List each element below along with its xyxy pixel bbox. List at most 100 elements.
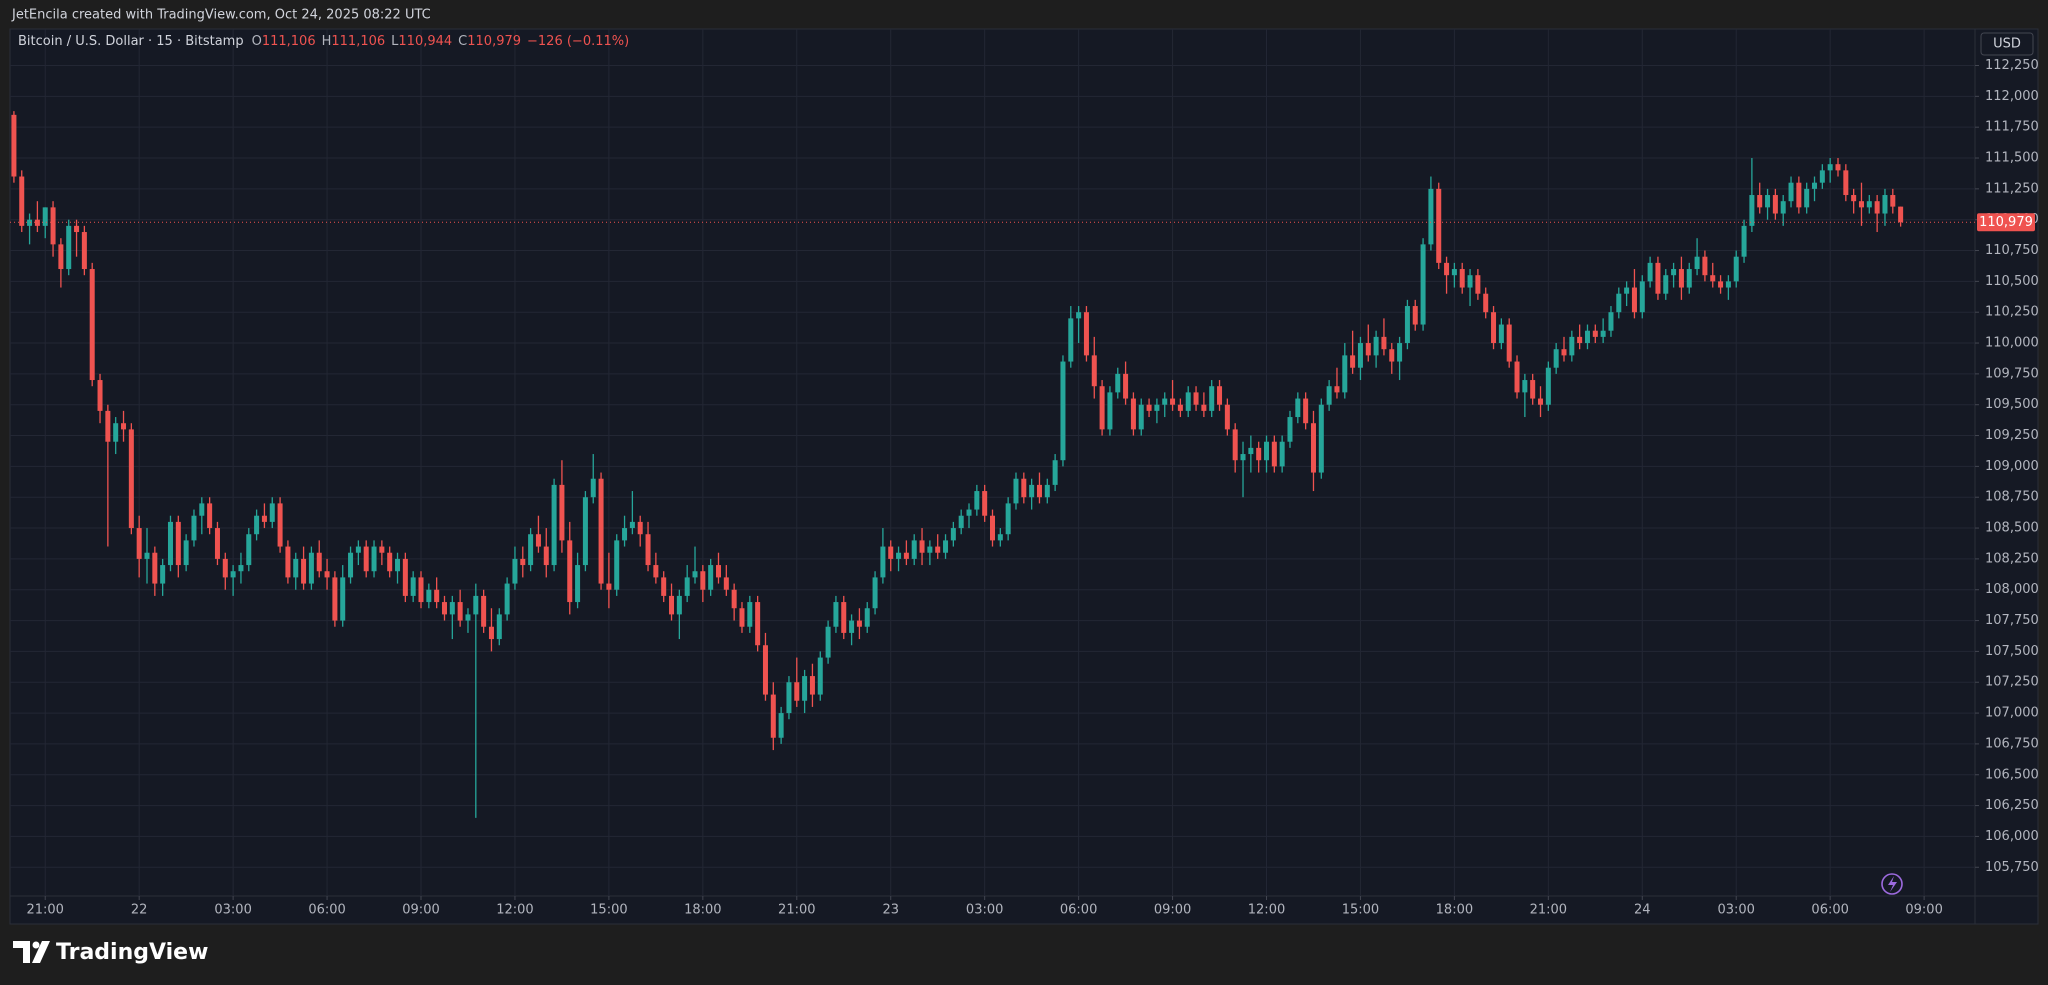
y-tick-label: 109,000 [1985, 459, 2039, 474]
candle-body [809, 676, 815, 695]
currency[interactable]: USD [1993, 37, 2021, 52]
candle-body [504, 583, 510, 615]
last-price-box [1977, 213, 2035, 232]
candle-body [426, 589, 432, 603]
candle-body [348, 552, 354, 578]
candle-body [1365, 343, 1371, 356]
candle-body [1538, 398, 1544, 405]
candle-body [1029, 484, 1035, 498]
candle-body [997, 534, 1003, 541]
y-tick-label: 106,500 [1985, 767, 2039, 782]
candle-body [927, 546, 933, 553]
candle-body [856, 620, 862, 627]
candle-body [1475, 275, 1481, 294]
candle-body [1858, 201, 1864, 208]
y-tick-label: 112,250 [1985, 58, 2039, 73]
candle-body [1138, 404, 1144, 430]
candle-body [207, 503, 213, 529]
candle-body [136, 528, 142, 559]
candle-body [308, 552, 314, 584]
candle-body [723, 577, 729, 590]
x-tick-label: 09:00 [1154, 903, 1191, 918]
candle-body [1350, 355, 1356, 368]
candle-body [1686, 269, 1692, 288]
candle-body [434, 589, 440, 603]
candle-body [1569, 336, 1575, 356]
candle-body [747, 602, 753, 627]
candle-body [1146, 404, 1152, 411]
candle-body [708, 565, 714, 590]
candle-body [958, 515, 964, 529]
lightning-icon[interactable] [1881, 873, 1903, 895]
x-tick-label: 18:00 [1436, 903, 1473, 918]
candle-body [1483, 293, 1489, 313]
y-tick-label: 109,750 [1985, 366, 2039, 381]
candle-body [1115, 373, 1121, 393]
y-tick-label: 105,750 [1985, 860, 2039, 875]
candle-body [1381, 336, 1387, 350]
candle-body [1036, 484, 1042, 498]
candle-body [89, 269, 95, 381]
candle-body [888, 546, 894, 559]
candle-body [1263, 441, 1270, 461]
candle-body [1295, 398, 1301, 418]
candle-body [74, 225, 80, 233]
candle-body [395, 558, 401, 572]
legend-change: −126 (−0.11%) [527, 34, 629, 49]
candle-body [1843, 170, 1849, 196]
candle-body [982, 491, 988, 516]
candle-body [786, 682, 792, 714]
y-tick-label: 108,000 [1985, 582, 2039, 597]
candle-body [1451, 269, 1457, 276]
currency-box[interactable] [1980, 32, 2034, 56]
y-tick-label: 107,750 [1985, 613, 2039, 628]
candle-body [152, 552, 158, 584]
candle-body [1201, 404, 1207, 411]
candle-body [598, 478, 604, 584]
candle-body [175, 521, 181, 566]
candle-body [590, 478, 596, 498]
candle-body [496, 614, 502, 640]
candle-body [128, 429, 134, 529]
candle-body [1530, 380, 1536, 399]
candle-body [324, 571, 330, 578]
candle-body [167, 521, 173, 566]
x-tick-label: 06:00 [308, 903, 345, 918]
candle-body [1827, 164, 1833, 171]
candle-body [1334, 386, 1340, 393]
candle-body [1459, 269, 1465, 288]
legend-value: 111,106 [331, 34, 385, 49]
candle-body [81, 232, 87, 270]
candle-body [1608, 312, 1614, 331]
candle-body [1170, 398, 1176, 405]
candle-body [1373, 336, 1379, 356]
candle-body [410, 577, 416, 596]
candle-body [1224, 404, 1230, 430]
x-tick-label: 21:00 [778, 903, 815, 918]
y-tick-label: 106,000 [1985, 829, 2039, 844]
candle-body [637, 521, 643, 535]
candle-body [1436, 188, 1442, 263]
candle-body [481, 595, 487, 627]
y-tick-label: 107,250 [1985, 675, 2039, 690]
candle-body [121, 423, 127, 430]
x-tick-label: 03:00 [966, 903, 1003, 918]
candle-body [1616, 293, 1622, 313]
y-tick-label: 110,500 [1985, 274, 2039, 289]
legend-value: 111,106 [262, 34, 316, 49]
candle-body [1303, 398, 1309, 424]
candle-body [246, 534, 252, 566]
x-tick-label: 09:00 [402, 903, 439, 918]
candle-body [919, 540, 925, 553]
candle-body [1890, 195, 1896, 207]
candle-body [113, 423, 119, 442]
candle-body [1725, 281, 1731, 288]
candle-body [551, 484, 557, 566]
candle-body [1076, 312, 1082, 319]
candle-body [1232, 429, 1238, 461]
candle-body [715, 565, 722, 578]
y-tick-label: 111,500 [1985, 151, 2039, 166]
candle-body [183, 540, 189, 566]
candle-body [199, 503, 205, 516]
candle-body [379, 546, 385, 553]
